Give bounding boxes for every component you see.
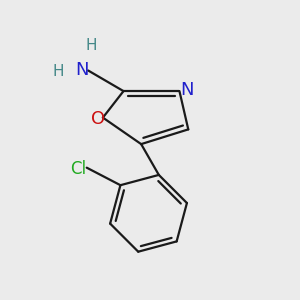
Text: H: H: [85, 38, 97, 53]
Text: N: N: [180, 81, 194, 99]
Text: H: H: [53, 64, 64, 80]
Text: N: N: [76, 61, 89, 80]
Text: Cl: Cl: [70, 160, 86, 178]
Text: O: O: [92, 110, 106, 128]
